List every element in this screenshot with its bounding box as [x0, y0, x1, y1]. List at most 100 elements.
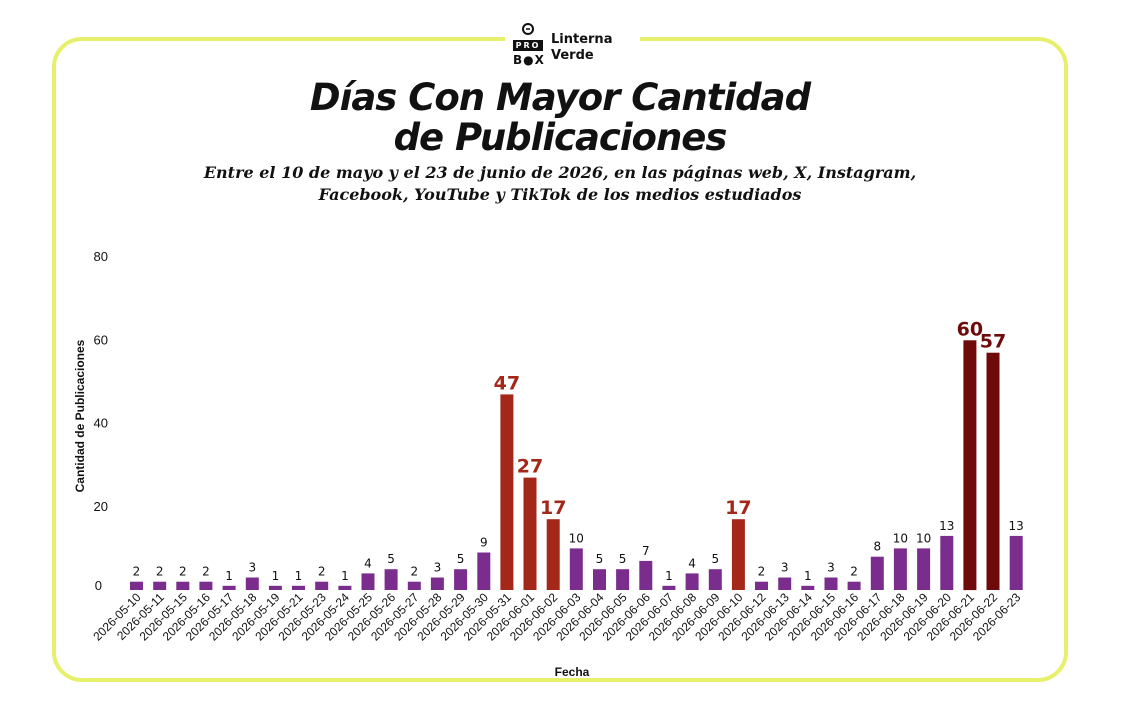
- y-axis-label: Cantidad de Publicaciones: [73, 339, 87, 492]
- data-label: 17: [725, 497, 751, 519]
- bar: [199, 581, 213, 590]
- data-label: 13: [939, 519, 954, 533]
- bar: [523, 477, 537, 590]
- bar: [407, 581, 421, 590]
- data-label: 7: [642, 544, 650, 558]
- data-label: 3: [434, 561, 442, 575]
- data-label: 3: [248, 561, 256, 575]
- data-label: 5: [596, 552, 604, 566]
- bar: [292, 585, 305, 590]
- logo: PRO B●X Linterna Verde: [511, 22, 621, 68]
- probox-logo-icon: PRO B●X: [511, 22, 545, 68]
- data-label: 10: [893, 531, 908, 545]
- bar: [616, 569, 630, 590]
- bar: [870, 556, 884, 590]
- data-label: 10: [569, 531, 584, 545]
- data-label: 1: [804, 569, 812, 583]
- bar: [593, 569, 606, 590]
- data-label: 2: [758, 565, 766, 579]
- bar: [824, 577, 838, 590]
- data-label: 57: [980, 331, 1006, 353]
- y-tick-label: 20: [94, 499, 108, 514]
- face-icon: [522, 23, 534, 35]
- bar: [361, 573, 375, 590]
- data-label: 1: [295, 569, 303, 583]
- bar: [893, 548, 907, 590]
- bar: [176, 581, 190, 590]
- subtitle-line1: Entre el 10 de mayo y el 23 de junio de …: [203, 163, 917, 182]
- x-axis-label: Fecha: [555, 665, 590, 679]
- data-label: 5: [457, 552, 465, 566]
- subtitle-line2: Facebook, YouTube y TikTok de los medios…: [318, 185, 802, 204]
- logo-mark-top: PRO: [513, 40, 543, 51]
- data-label: 3: [781, 561, 789, 575]
- data-label: 60: [957, 318, 983, 340]
- bar: [847, 581, 861, 590]
- bar: [1009, 535, 1023, 590]
- bar: [755, 581, 768, 590]
- data-label: 5: [387, 552, 395, 566]
- data-label: 2: [156, 565, 164, 579]
- bar: [268, 585, 282, 590]
- bar: [338, 585, 352, 590]
- data-label: 2: [133, 565, 141, 579]
- data-label: 3: [827, 561, 835, 575]
- bar: [685, 573, 699, 590]
- data-label: 4: [364, 556, 372, 570]
- data-label: 27: [517, 456, 543, 478]
- bar: [245, 577, 259, 590]
- bar: [731, 519, 745, 590]
- bar: [639, 560, 653, 590]
- data-label: 1: [341, 569, 349, 583]
- data-label: 17: [540, 497, 566, 519]
- data-label: 1: [272, 569, 280, 583]
- data-label: 2: [318, 565, 326, 579]
- title-line2: de Publicaciones: [393, 116, 728, 159]
- bar: [130, 581, 143, 590]
- data-label: 2: [179, 565, 187, 579]
- bar: [477, 552, 491, 590]
- bar: [940, 535, 954, 590]
- data-label: 1: [225, 569, 233, 583]
- bar: [986, 352, 1000, 590]
- title-line1: Días Con Mayor Cantidad: [309, 76, 811, 119]
- bar: [153, 581, 167, 590]
- bar: [430, 577, 444, 590]
- data-label: 5: [711, 552, 719, 566]
- data-label: 2: [850, 565, 858, 579]
- logo-line2: Verde: [551, 48, 594, 63]
- data-label: 47: [494, 372, 520, 394]
- data-label: 9: [480, 536, 488, 550]
- data-label: 5: [619, 552, 627, 566]
- data-label: 4: [688, 556, 696, 570]
- bar: [315, 581, 329, 590]
- data-label: 2: [202, 565, 210, 579]
- y-tick-label: 40: [94, 416, 108, 431]
- bar: [708, 569, 722, 590]
- bar: [546, 519, 560, 590]
- y-tick-label: 60: [94, 332, 108, 347]
- data-label: 13: [1009, 519, 1024, 533]
- bar: [662, 585, 676, 590]
- bar: [569, 548, 583, 590]
- bar: [778, 577, 792, 590]
- chart-title: Días Con Mayor Cantidad de Publicaciones: [160, 78, 960, 158]
- bar: [963, 340, 977, 591]
- data-label: 8: [873, 540, 881, 554]
- logo-text: Linterna Verde: [551, 32, 631, 64]
- logo-line1: Linterna: [551, 32, 613, 47]
- data-label: 10: [916, 531, 931, 545]
- y-tick-label: 80: [94, 249, 108, 264]
- bar: [917, 548, 931, 590]
- y-tick-label: 0: [95, 578, 102, 593]
- bar: [454, 569, 468, 590]
- bar: [222, 585, 236, 590]
- bar: [384, 569, 398, 590]
- bar: [801, 585, 815, 590]
- logo-mark-bottom: B●X: [513, 53, 545, 67]
- bar: [500, 394, 514, 590]
- data-label: 2: [410, 565, 418, 579]
- data-label: 1: [665, 569, 673, 583]
- chart-subtitle: Entre el 10 de mayo y el 23 de junio de …: [160, 162, 960, 206]
